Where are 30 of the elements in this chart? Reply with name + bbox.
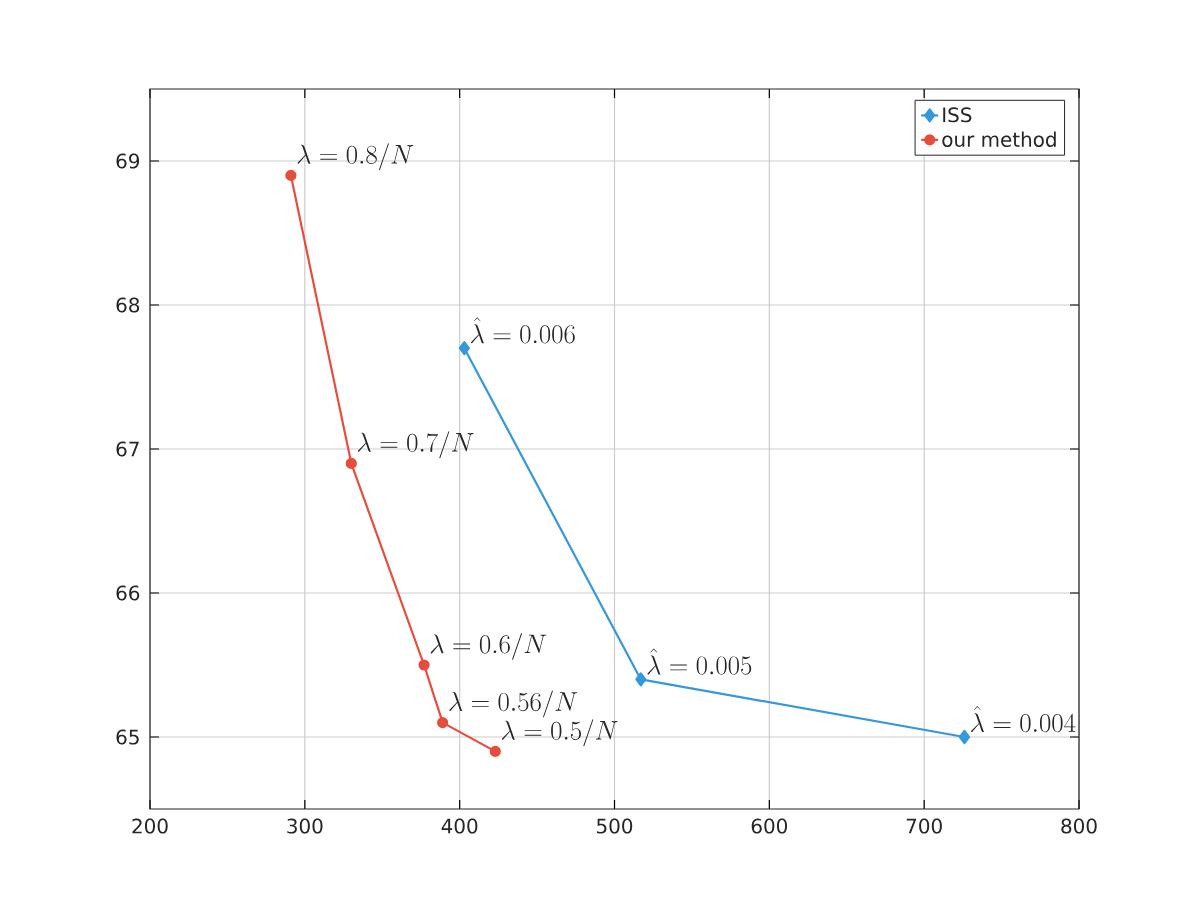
y-tick-label: 66 bbox=[116, 585, 140, 601]
y-tick-label: 67 bbox=[116, 441, 139, 457]
legend-label: ISS bbox=[943, 107, 972, 123]
x-tick-label: 400 bbox=[441, 818, 478, 834]
y-tick-label: 69 bbox=[116, 153, 140, 169]
annotation: $\hat{\lambda}=0.005$ bbox=[647, 648, 752, 675]
annotation: $\lambda=0.56/N$ bbox=[449, 690, 578, 718]
x-tick-label: 200 bbox=[132, 818, 168, 834]
legend-label: our method bbox=[942, 131, 1056, 147]
x-tick-label: 500 bbox=[597, 818, 633, 834]
annotation: $\hat{\lambda}=0.004$ bbox=[971, 706, 1076, 733]
annotation: $\hat{\lambda}=0.006$ bbox=[470, 317, 575, 344]
point bbox=[345, 457, 357, 469]
point bbox=[437, 717, 449, 729]
annotation: $\lambda=0.8/N$ bbox=[297, 143, 414, 171]
annotation: $\lambda=0.7/N$ bbox=[357, 431, 474, 459]
y-tick-label: 68 bbox=[116, 297, 140, 313]
x-tick-label: 800 bbox=[1061, 818, 1097, 834]
y-tick-label: 65 bbox=[116, 729, 139, 745]
point bbox=[635, 672, 647, 687]
point bbox=[285, 169, 297, 181]
annotation: $\lambda=0.5/N$ bbox=[501, 719, 618, 747]
x-tick-label: 600 bbox=[751, 818, 788, 834]
annotation: $\lambda=0.6/N$ bbox=[430, 632, 547, 660]
x-tick-label: 700 bbox=[906, 818, 942, 834]
x-tick-label: 300 bbox=[287, 818, 323, 834]
point bbox=[418, 659, 430, 671]
point bbox=[458, 341, 470, 356]
point bbox=[489, 745, 501, 757]
point bbox=[958, 729, 971, 745]
